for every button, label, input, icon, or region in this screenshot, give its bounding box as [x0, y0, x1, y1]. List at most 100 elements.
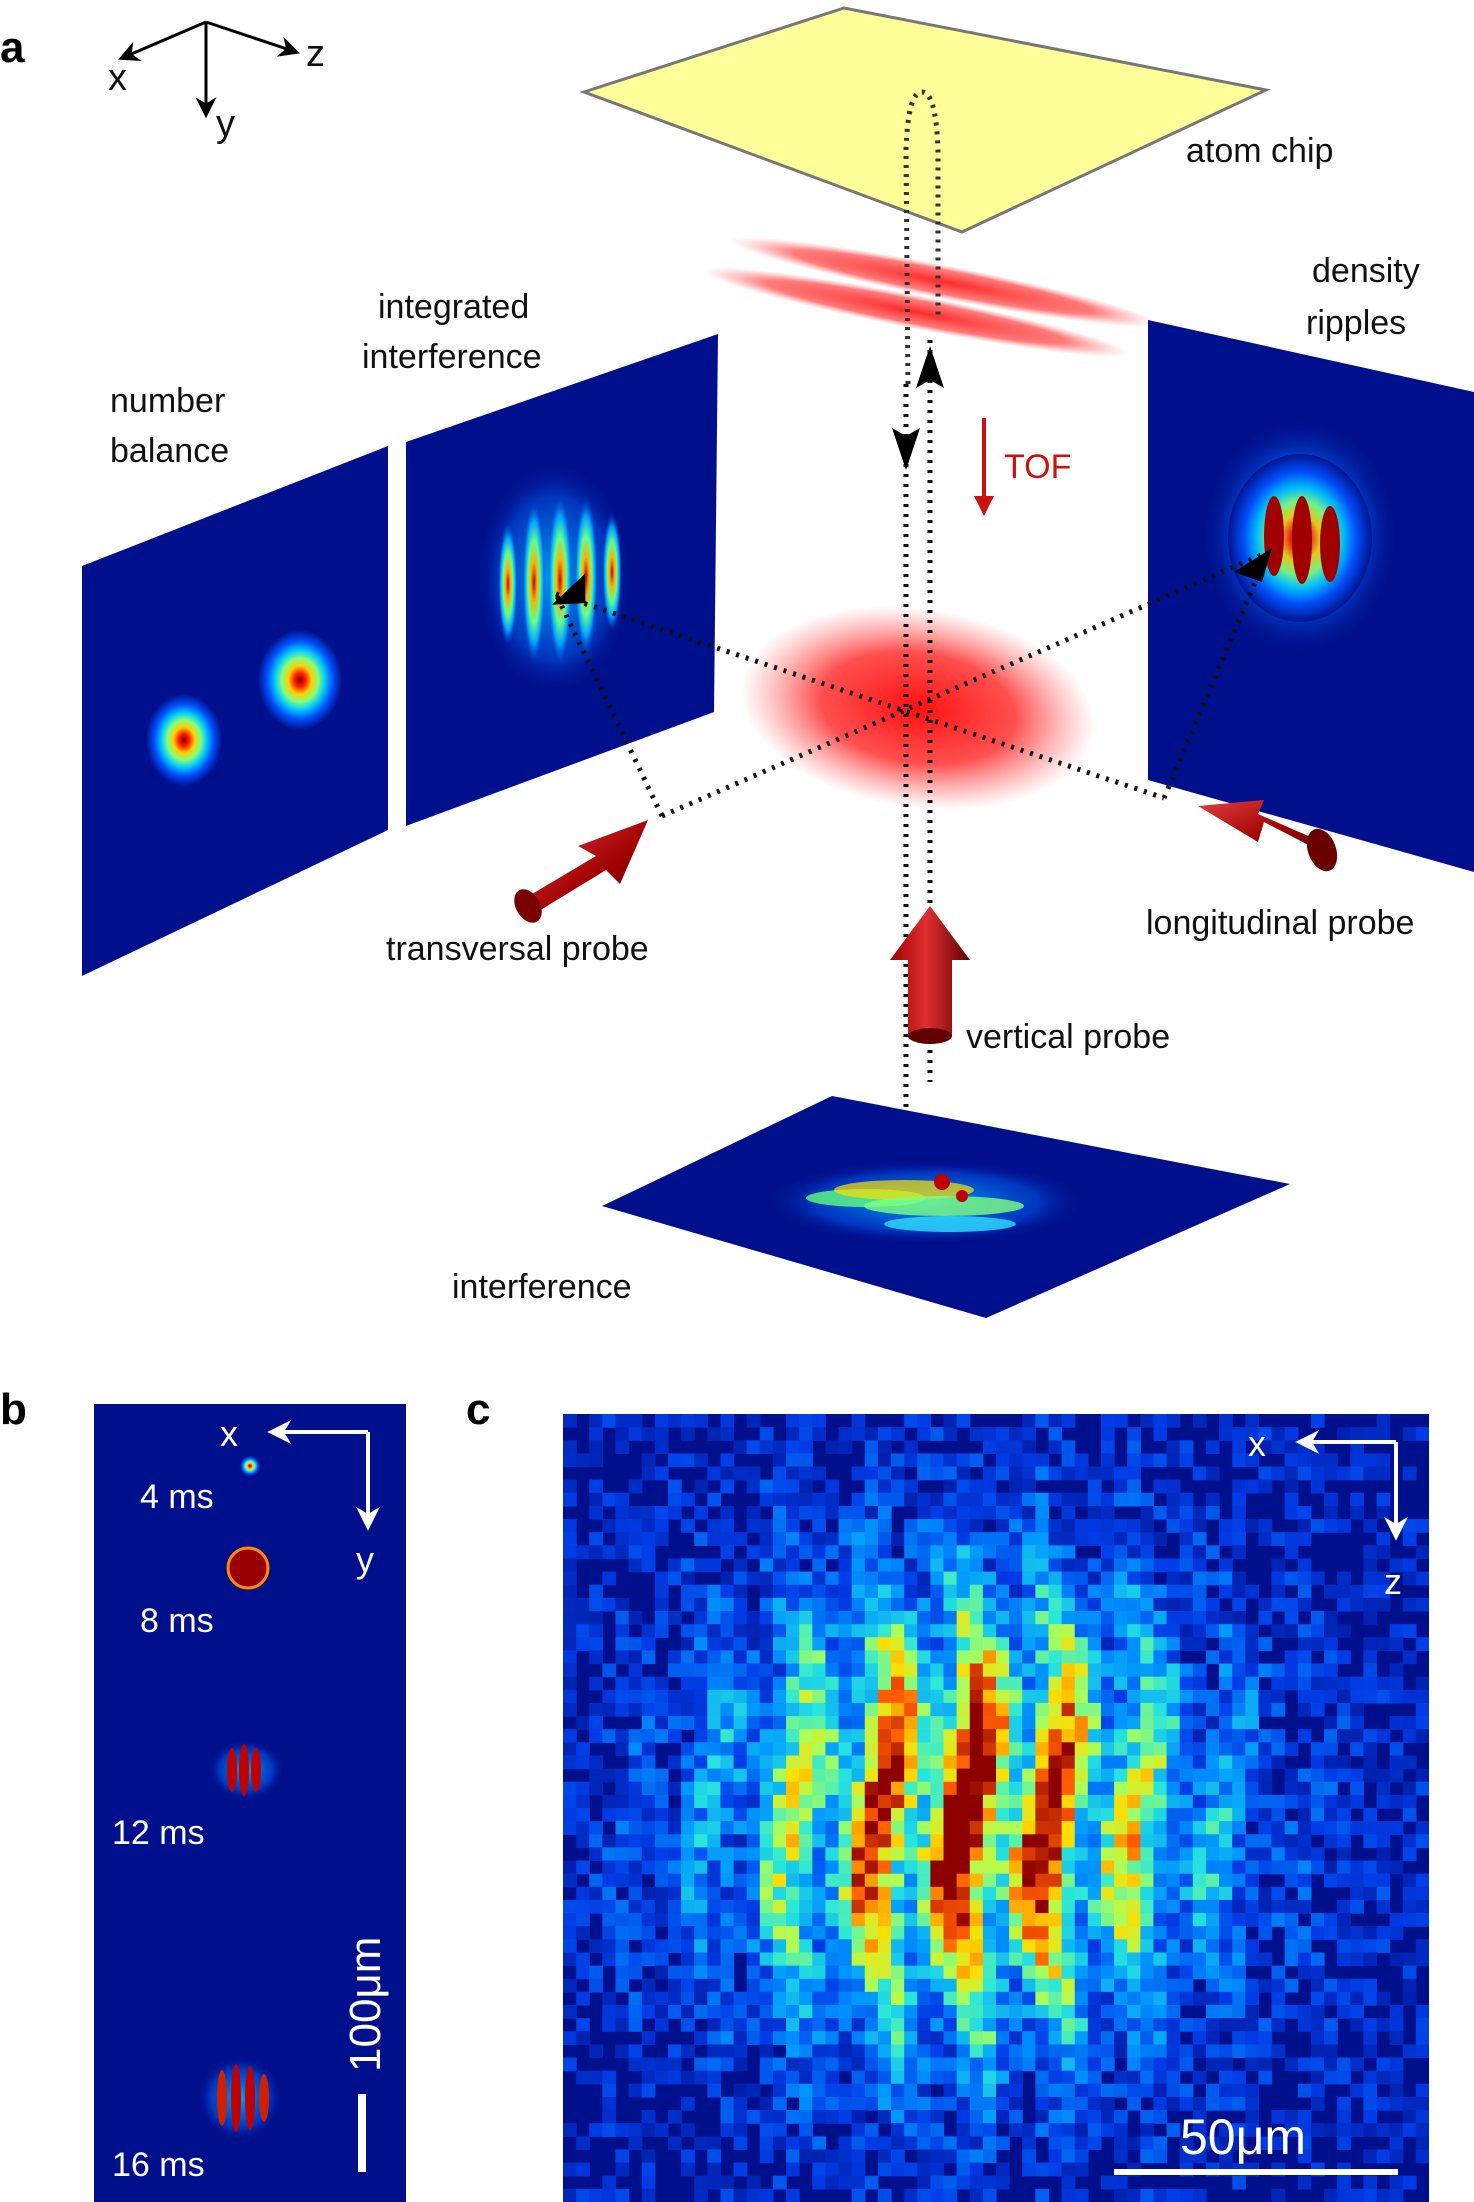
pixel: [1087, 1742, 1102, 1757]
pixel: [1166, 1768, 1181, 1783]
cloud-4ms: [240, 1456, 260, 1476]
pixel: [943, 1571, 958, 1586]
pixel: [733, 1821, 748, 1835]
pixel: [1415, 2149, 1429, 2164]
pixel: [1258, 1899, 1273, 1914]
pixel: [1271, 1978, 1286, 1993]
pixel: [956, 1821, 971, 1835]
pixel: [799, 1926, 813, 1940]
pixel: [654, 1427, 669, 1441]
pixel: [982, 1873, 997, 1888]
pixel: [772, 2018, 787, 2032]
pixel: [615, 1781, 630, 1796]
pixel: [982, 2123, 997, 2137]
pixel: [1074, 2070, 1089, 2085]
pixel: [628, 2123, 643, 2137]
pixel: [628, 1768, 643, 1783]
pixel: [694, 1689, 708, 1704]
pixel: [1219, 2149, 1233, 2164]
pixel: [943, 1781, 958, 1796]
pixel: [1022, 1624, 1036, 1638]
pixel: [746, 2110, 761, 2124]
pixel: [996, 1584, 1010, 1599]
pixel: [1376, 1873, 1391, 1888]
pixel: [772, 1821, 787, 1835]
pixel: [1048, 1755, 1063, 1770]
pixel: [1389, 2070, 1404, 2085]
pixel: [1205, 2005, 1220, 2019]
pixel: [733, 2005, 748, 2019]
pixel: [746, 1650, 761, 1665]
pixel: [1271, 1821, 1286, 1835]
density-ripple: [1320, 506, 1340, 582]
pixel: [1061, 1794, 1076, 1809]
pixel: [1127, 1689, 1141, 1704]
pixel: [838, 1676, 853, 1691]
pixel: [759, 2149, 774, 2164]
pixel: [1245, 1873, 1260, 1888]
pixel: [707, 2005, 722, 2019]
pixel: [1166, 1729, 1181, 1743]
pixel: [1245, 1427, 1260, 1441]
pixel: [733, 2123, 748, 2137]
pixel: [1310, 1479, 1325, 1494]
pixel: [681, 1965, 695, 1980]
pixel: [707, 1689, 722, 1704]
pixel: [825, 1689, 840, 1704]
pixel: [1166, 1913, 1181, 1927]
pixel: [1035, 1913, 1050, 1927]
pixel: [1140, 1781, 1155, 1796]
pixel: [654, 1821, 669, 1835]
pixel: [786, 2110, 800, 2124]
pixel: [1271, 1965, 1286, 1980]
pixel: [877, 1716, 892, 1730]
pixel: [956, 1952, 971, 1967]
pixel: [628, 1913, 643, 1927]
pixel: [1179, 1505, 1194, 1520]
pixel: [838, 1571, 853, 1586]
pixel: [969, 1689, 984, 1704]
pixel: [851, 2070, 866, 2085]
pixel: [1363, 2123, 1378, 2137]
pixel: [1415, 1519, 1429, 1533]
pixel: [1022, 1939, 1036, 1954]
pixel: [694, 1847, 708, 1862]
pixel: [654, 1532, 669, 1546]
pixel: [576, 2136, 590, 2151]
pixel: [1232, 1794, 1246, 1809]
pixel: [576, 1860, 590, 1875]
pixel: [1245, 2110, 1260, 2124]
pixel: [1114, 1611, 1128, 1625]
pixel: [1324, 2031, 1338, 2045]
pixel: [1100, 1834, 1115, 1848]
pixel: [1363, 1952, 1378, 1967]
pixel: [1402, 1755, 1417, 1770]
pixel: [1127, 1899, 1141, 1914]
pixel: [1153, 2044, 1168, 2059]
pixel: [563, 1913, 577, 1927]
pixel: [1219, 1939, 1233, 1954]
pixel: [733, 2044, 748, 2059]
pixel: [904, 1571, 918, 1586]
pixel: [720, 1663, 735, 1678]
pixel: [1219, 1952, 1233, 1967]
pixel: [1087, 2031, 1102, 2045]
pixel: [1258, 1847, 1273, 1862]
panel-a-letter: a: [0, 23, 25, 72]
pixel: [1219, 2018, 1233, 2032]
pixel: [1022, 1676, 1036, 1691]
pixel: [943, 1794, 958, 1809]
pixel: [707, 1899, 722, 1914]
pixel: [615, 1939, 630, 1954]
pixel: [772, 1913, 787, 1927]
pixel: [1350, 1821, 1364, 1835]
pixel: [733, 1558, 748, 1573]
pixel: [943, 2149, 958, 2164]
pixel: [628, 1479, 643, 1494]
pixel: [1324, 1492, 1338, 1507]
pixel: [576, 1965, 590, 1980]
pixel: [1337, 1519, 1351, 1533]
pixel: [1127, 1742, 1141, 1757]
pixel: [641, 2070, 656, 2085]
pixel: [1009, 1571, 1023, 1586]
